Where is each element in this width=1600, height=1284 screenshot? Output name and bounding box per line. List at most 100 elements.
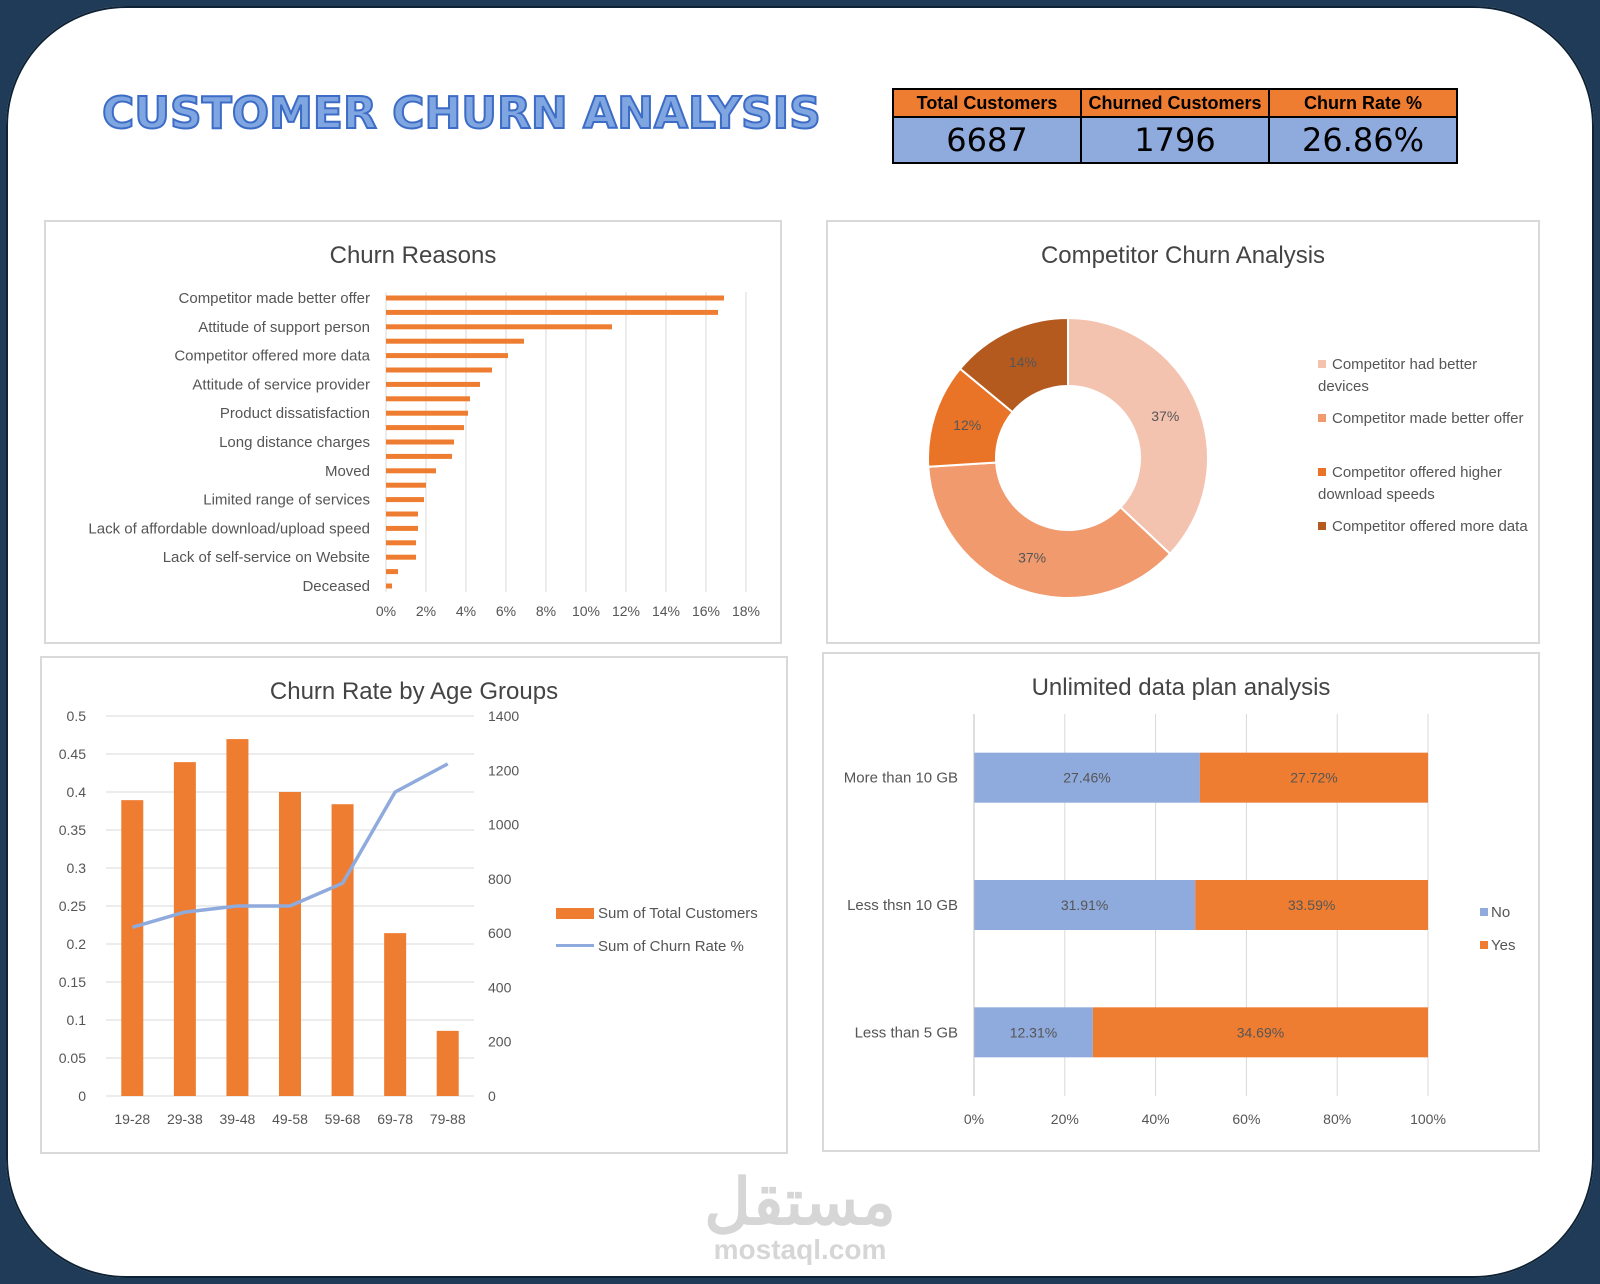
plan-legend-yes: Yes [1480, 935, 1515, 957]
competitor-panel: Competitor Churn Analysis 37% 37% 12% 14% C… [826, 220, 1540, 644]
category-label: Competitor made better offer [179, 290, 370, 307]
bar-segment-yes [1199, 752, 1428, 803]
kpi-value-total: 6687 [892, 116, 1082, 164]
bar [386, 583, 392, 589]
x-tick-label: 2% [416, 603, 436, 619]
x-tick-label: 59-68 [325, 1111, 361, 1127]
legend-swatch [556, 908, 594, 919]
pie-legend-3: Competitor offered more data [1318, 516, 1528, 538]
x-tick-label: 12% [612, 603, 640, 619]
age-legend-line-label: Sum of Churn Rate % [598, 938, 744, 955]
donut-slice [958, 316, 1069, 414]
x-tick-label: 0% [964, 1111, 984, 1127]
y-left-tick-label: 0 [78, 1088, 86, 1104]
data-label: 31.91% [1061, 897, 1108, 913]
pie-legend-label: Competitor offered higher download speed… [1318, 464, 1502, 503]
category-label: Product dissatisfaction [220, 405, 370, 422]
bar [386, 468, 436, 474]
kpi-value-churned: 1796 [1080, 116, 1270, 164]
bar [279, 792, 301, 1096]
x-tick-label: 18% [732, 603, 760, 619]
age-groups-chart: 0 0.05 0.1 0.15 0.2 0.25 0.3 0.35 0.4 0.45 0.5 0 200… [59, 708, 520, 1127]
bar [386, 425, 464, 431]
churn-reasons-chart: 0% 2% 4% 6% 8% 10% 12% 14% 16% 18% Competitor made… [88, 290, 760, 619]
bar-segment-no [974, 1007, 1093, 1058]
x-tick-label: 60% [1232, 1111, 1260, 1127]
watermark-arabic: مستقل [704, 1166, 896, 1238]
category-label: Attitude of support person [198, 319, 370, 336]
competitor-donut-chart: 37% 37% 12% 14% [927, 316, 1210, 599]
data-plan-panel: Unlimited data plan analysis 0% 20% 40% 60%… [822, 652, 1540, 1152]
plan-legend-yes-label: Yes [1491, 937, 1516, 954]
y-left-tick-label: 0.3 [67, 860, 87, 876]
slice-label: 12% [953, 417, 981, 433]
page-title: CUSTOMER CHURN ANALYSIS [101, 87, 822, 140]
bar [386, 396, 470, 402]
watermark-logo: مستقل mostaql.com [700, 1170, 900, 1266]
category-label: Lack of affordable download/upload speed [88, 520, 370, 537]
x-tick-label: 4% [456, 603, 476, 619]
category-label: Deceased [302, 578, 370, 595]
bar [386, 453, 452, 459]
bar [386, 295, 724, 301]
y-right-tick-label: 600 [488, 925, 512, 941]
legend-swatch [1318, 360, 1326, 368]
legend-swatch [556, 944, 594, 947]
x-tick-label: 16% [692, 603, 720, 619]
plan-legend-no: No [1480, 902, 1510, 924]
x-tick-label: 20% [1051, 1111, 1079, 1127]
kpi-value-rate: 26.86% [1268, 116, 1458, 164]
pie-legend-0: Competitor had better devices [1318, 354, 1528, 398]
bar [331, 804, 354, 1096]
x-tick-label: 80% [1323, 1111, 1351, 1127]
category-label: Limited range of services [203, 492, 370, 509]
pie-legend-2: Competitor offered higher download speed… [1318, 462, 1528, 506]
y-right-tick-label: 1200 [488, 762, 519, 778]
donut-slice [1067, 316, 1210, 556]
churn-reasons-panel: Churn Reasons 0% 2% 4% 6% 8% 10% 12% 14% 16% 18% C… [44, 220, 782, 644]
category-label: More than 10 GB [844, 770, 958, 787]
category-label: Less than 5 GB [855, 1024, 958, 1041]
bar-segment-no [974, 880, 1196, 930]
y-right-tick-label: 0 [488, 1088, 496, 1104]
kpi-label-churned: Churned Customers [1080, 88, 1270, 118]
bar [386, 353, 508, 359]
data-label: 34.69% [1237, 1024, 1284, 1040]
watermark-latin: mostaql.com [713, 1234, 887, 1265]
x-tick-label: 6% [496, 603, 516, 619]
y-left-tick-label: 0.5 [67, 708, 87, 724]
y-right-tick-label: 1400 [488, 708, 519, 724]
bar-segment-yes [1195, 880, 1428, 930]
donut-slice [927, 461, 1172, 599]
kpi-table: Total Customers Churned Customers Churn … [892, 88, 1458, 164]
bar [386, 511, 418, 517]
bar [386, 324, 612, 330]
x-tick-label: 40% [1142, 1111, 1170, 1127]
y-left-tick-label: 0.15 [59, 974, 86, 990]
bar [386, 525, 418, 531]
age-legend-bar-label: Sum of Total Customers [598, 905, 758, 922]
bar [384, 933, 407, 1096]
legend-swatch [1318, 522, 1326, 530]
churn-reasons-title: Churn Reasons [329, 242, 497, 269]
x-tick-label: 10% [572, 603, 600, 619]
data-plan-title: Unlimited data plan analysis [1031, 674, 1331, 701]
bar [386, 309, 718, 315]
data-label: 12.31% [1010, 1024, 1057, 1040]
x-tick-label: 14% [652, 603, 680, 619]
legend-swatch [1318, 468, 1326, 476]
bar [386, 554, 416, 560]
slice-label: 14% [1009, 354, 1037, 370]
x-tick-label: 39-48 [220, 1111, 256, 1127]
x-tick-label: 8% [536, 603, 556, 619]
kpi-label-total: Total Customers [892, 88, 1082, 118]
kpi-label-rate: Churn Rate % [1268, 88, 1458, 118]
slice-label: 37% [1018, 550, 1046, 566]
bar [386, 497, 424, 503]
bar [386, 381, 480, 387]
y-right-tick-label: 400 [488, 979, 512, 995]
pie-legend-label: Competitor had better devices [1318, 356, 1478, 395]
bar [121, 800, 144, 1096]
category-label: Attitude of service provider [192, 376, 370, 393]
x-tick-label: 100% [1410, 1111, 1446, 1127]
